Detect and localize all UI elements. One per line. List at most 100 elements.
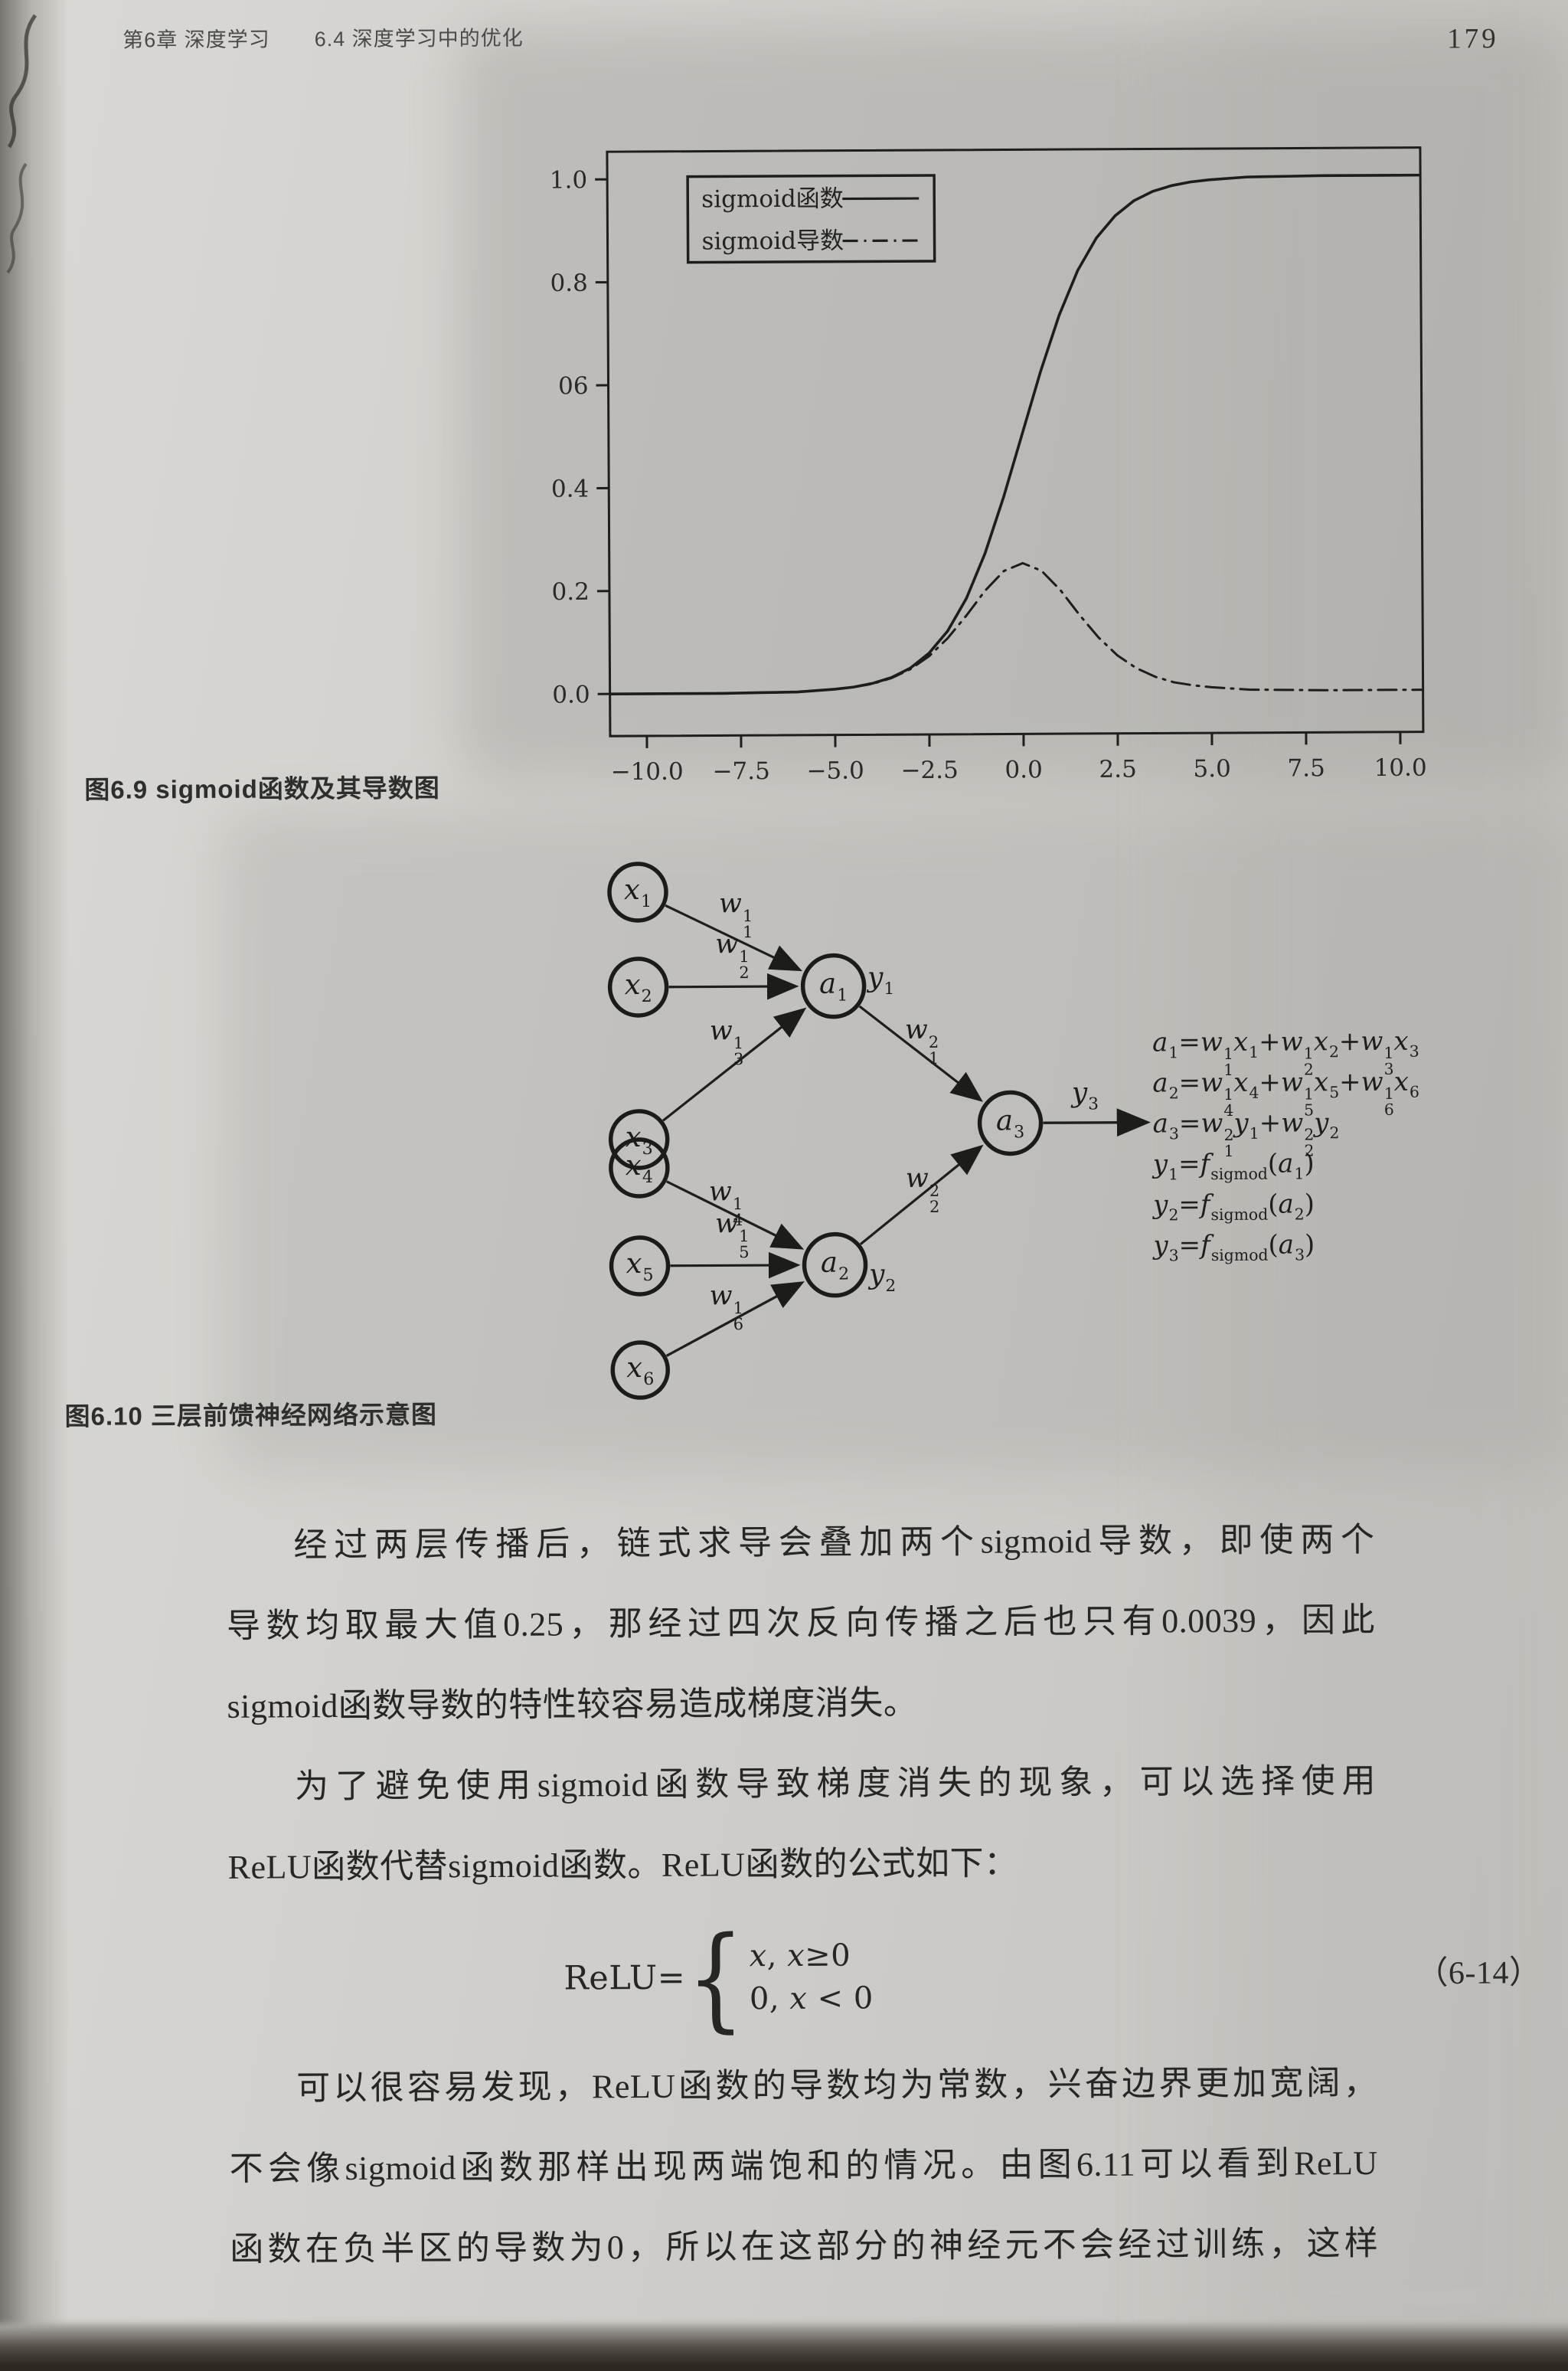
- legend-box: [686, 174, 936, 264]
- equation-line-1: a1=w 1 1 x1+w 1 2 x2+w 1 3 x3: [1152, 1022, 1419, 1079]
- math-token: ≥0: [805, 1938, 851, 1974]
- edge-x3-a1: [662, 1007, 807, 1122]
- output-label-y2: y2: [869, 1258, 896, 1296]
- x-tick-label: −5.0: [806, 757, 864, 784]
- x-tick-label: 2.5: [1099, 756, 1137, 783]
- body-line: 经过两层传播后，链式求导会叠加两个sigmoid导数，即使两个: [293, 1520, 1375, 1565]
- body-line: 为了避免使用sigmoid函数导致梯度消失的现象，可以选择使用: [294, 1761, 1377, 1806]
- math-token: =: [1178, 1108, 1201, 1140]
- node-x1: [607, 862, 668, 923]
- math-token: x: [749, 1938, 767, 1974]
- node-a2: [802, 1231, 868, 1298]
- math-token: +: [1338, 1067, 1361, 1098]
- output-label-y1: y1: [867, 961, 894, 999]
- y-tick-label: 0.2: [552, 578, 590, 606]
- math-token: y3: [1153, 1230, 1179, 1265]
- math-token: x1: [1233, 1026, 1259, 1061]
- math-token: ): [1304, 1189, 1315, 1220]
- x-tick-label: 5.0: [1193, 755, 1231, 783]
- node-label-x4: x4: [626, 1149, 653, 1187]
- x-tick-label: 0.0: [1004, 756, 1043, 783]
- node-a3: [977, 1090, 1044, 1156]
- node-x2: [607, 957, 669, 1018]
- body-text: 经过两层传播后，链式求导会叠加两个sigmoid导数，即使两个导数均取最大值0.…: [226, 1499, 1542, 2290]
- equation-line-4: y1=fsigmod(a1): [1153, 1143, 1420, 1186]
- node-x3: [608, 1109, 670, 1170]
- math-token: =: [1178, 1068, 1201, 1099]
- right-edge-shading: [1202, 0, 1568, 2371]
- math-token: a2: [1278, 1189, 1305, 1224]
- math-token: (: [1268, 1229, 1279, 1261]
- node-label-a1: a1: [819, 967, 848, 1006]
- plot-frame: [606, 146, 1425, 737]
- y-tick-label: 0.4: [551, 476, 590, 503]
- figure2-shading: [222, 810, 1568, 1473]
- header-chapter: 第6章 深度学习: [122, 28, 270, 52]
- y-tick-label: 06: [558, 372, 589, 400]
- math-token: x4: [1233, 1067, 1259, 1102]
- math-token: a3: [1152, 1108, 1179, 1143]
- body-line: 导数均取最大值0.25，那经过四次反向传播之后也只有0.0039，因此: [226, 1601, 1376, 1645]
- node-x5: [609, 1235, 671, 1297]
- math-token: < 0: [807, 1980, 874, 2016]
- formula-case-line: x, x≥0: [750, 1936, 874, 1975]
- formula-cases: x, x≥0 0, x < 0: [750, 1936, 874, 2018]
- math-token: a1: [818, 966, 848, 1006]
- math-token: a1: [1152, 1027, 1179, 1062]
- math-token: =: [1178, 1189, 1200, 1221]
- case-brace: {: [686, 1912, 746, 2044]
- x-tick-label: −10.0: [611, 758, 684, 786]
- math-token: =: [1178, 1149, 1200, 1180]
- legend-sample-line: [842, 197, 920, 201]
- node-x6: [610, 1340, 671, 1400]
- math-token: y2: [1153, 1189, 1179, 1225]
- math-token: x2: [624, 967, 652, 1006]
- math-token: ): [1304, 1148, 1315, 1179]
- sigmoid-derivative-curve: [609, 561, 1424, 695]
- figure-6-10-caption: 图6.10 三层前馈神经网络示意图: [64, 1400, 438, 1431]
- y-tick-label: 1.0: [550, 166, 588, 194]
- formula-lhs: ReLU=: [564, 1958, 686, 1998]
- figure-6-10-network-diagram: x1 x2 x3 x4 x5 x6 a1 a2 a3 w 1 1 w 1 2 w 1 3 w 1 4 w 1 5 w 1 6 w 2 1 w…: [472, 832, 1568, 1443]
- paragraph-gradient-vanish: 经过两层传播后，链式求导会叠加两个sigmoid导数，即使两个导数均取最大值0.…: [226, 1499, 1376, 1747]
- node-label-a3: a3: [996, 1104, 1024, 1142]
- math-token: =: [1178, 1027, 1200, 1058]
- paragraph-relu-property: 可以很容易发现，ReLU函数的导数均为常数，兴奋边界更加宽阔， 不会像sigmoi…: [229, 2042, 1379, 2290]
- figure-6-9-sigmoid-chart: 1.0 0.8 06 0.4 0.2 0.0 −10.0 −7.5 −5.0 −2.5 0.0 2.5…: [495, 67, 1456, 788]
- edge-a2-a3: [859, 1144, 984, 1245]
- node-label-x6: x6: [626, 1351, 654, 1389]
- math-token: fsigmod: [1200, 1230, 1269, 1265]
- edge-x2-a1: [668, 973, 799, 1000]
- node-a1: [800, 953, 867, 1019]
- math-token: +: [1258, 1026, 1281, 1058]
- math-token: fsigmod: [1200, 1149, 1268, 1184]
- math-token: y1: [1233, 1107, 1259, 1143]
- math-token: x5: [626, 1246, 654, 1285]
- body-line: 不会像sigmoid函数那样出现两端饱和的情况。由图6.11可以看到ReLU: [229, 2144, 1378, 2188]
- math-token: y2: [868, 1258, 897, 1296]
- node-label-x1: x1: [624, 873, 652, 911]
- math-token: x6: [626, 1350, 655, 1389]
- math-token: fsigmod: [1200, 1189, 1269, 1225]
- math-token: x4: [625, 1148, 654, 1187]
- paragraph-relu-intro: 为了避免使用sigmoid函数导致梯度消失的现象，可以选择使用 ReLU函数代替s…: [227, 1741, 1377, 1908]
- math-token: x: [789, 1980, 808, 2016]
- math-token: x3: [1393, 1025, 1419, 1061]
- math-token: =: [1178, 1230, 1201, 1261]
- edge-x6-a2: [665, 1281, 805, 1357]
- edge-a1-a3: [858, 1005, 983, 1102]
- legend-label: sigmoid函数: [701, 185, 844, 214]
